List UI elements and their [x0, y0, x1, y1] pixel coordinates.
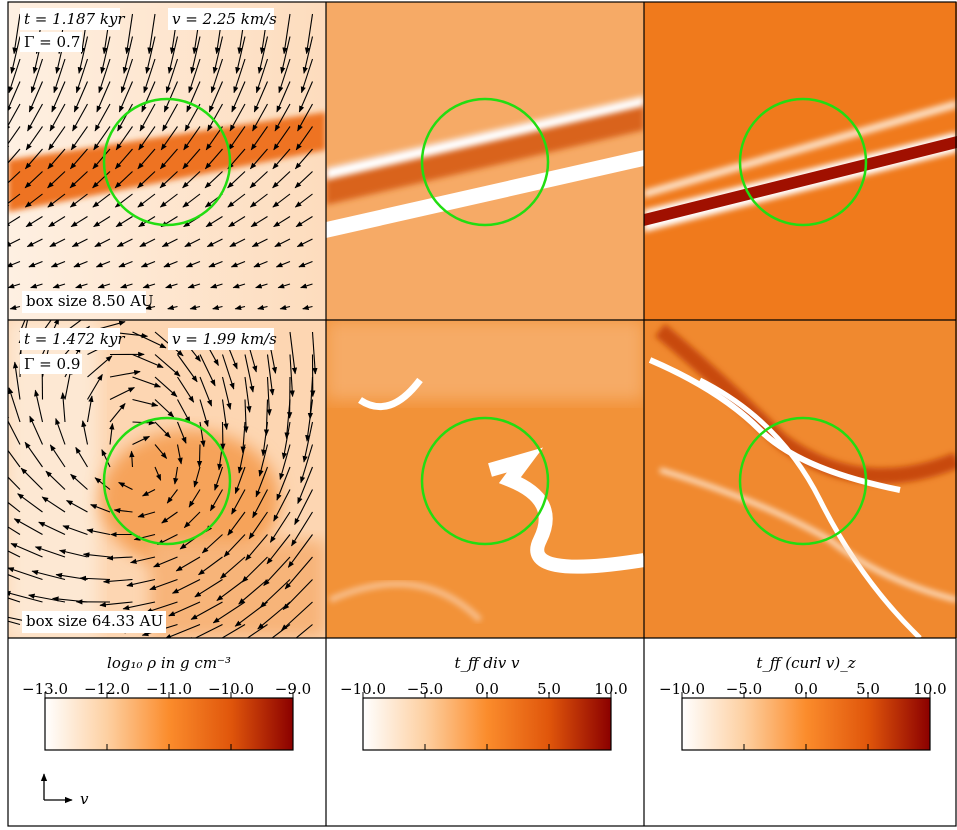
divergence-panel: [326, 2, 644, 320]
box-size-label: box size 8.50 AU: [26, 292, 154, 310]
speed-label: v = 2.25 km/s: [172, 10, 277, 28]
colorbars: log₁₀ ρ in g cm⁻³ −13.0 −12.0 −11.0 −10.0 −9.…: [22, 654, 947, 750]
colorbar: [682, 698, 930, 750]
colorbar-tick-label: −12.0: [84, 680, 130, 698]
figure: t = 1.187 kyr v = 2.25 km/s Γ = 0.7 box …: [0, 0, 957, 830]
colorbar-tick-label: −9.0: [275, 680, 311, 698]
colorbar-label: log₁₀ ρ in g cm⁻³: [107, 654, 231, 672]
colorbar-tick-label: 0.0: [475, 680, 499, 698]
colorbar-tick-label: −5.0: [407, 680, 443, 698]
colorbar-tick-label: −11.0: [146, 680, 192, 698]
time-label: t = 1.472 kyr: [24, 330, 125, 348]
colorbar-tick-label: 5.0: [537, 680, 561, 698]
colorbar-tick-label: −10.0: [340, 680, 386, 698]
gamma-label: Γ = 0.7: [24, 33, 80, 51]
colorbar-tick-label: −10.0: [659, 680, 705, 698]
gamma-label: Γ = 0.9: [24, 355, 80, 373]
colorbar: [363, 698, 611, 750]
curl-panel: [644, 2, 957, 320]
box-size-label: box size 64.33 AU: [26, 612, 163, 630]
colorbar-tick-label: 10.0: [913, 680, 946, 698]
speed-label: v = 1.99 km/s: [172, 330, 277, 348]
colorbar-tick-label: 10.0: [594, 680, 627, 698]
colorbar-label: t_ff div v: [454, 654, 520, 672]
colorbar-tick-label: 0.0: [794, 680, 818, 698]
legend-label: v: [80, 790, 89, 808]
velocity-legend: v: [44, 774, 89, 808]
colorbar-tick-label: −13.0: [22, 680, 68, 698]
colorbar-label: t_ff (curl v)_z: [756, 654, 855, 672]
colorbar-tick-label: 5.0: [856, 680, 880, 698]
colorbar: [45, 698, 293, 750]
colorbar-tick-label: −10.0: [208, 680, 254, 698]
time-label: t = 1.187 kyr: [24, 10, 125, 28]
colorbar-tick-label: −5.0: [726, 680, 762, 698]
divergence-panel: [326, 320, 644, 638]
curl-panel: [644, 320, 957, 638]
